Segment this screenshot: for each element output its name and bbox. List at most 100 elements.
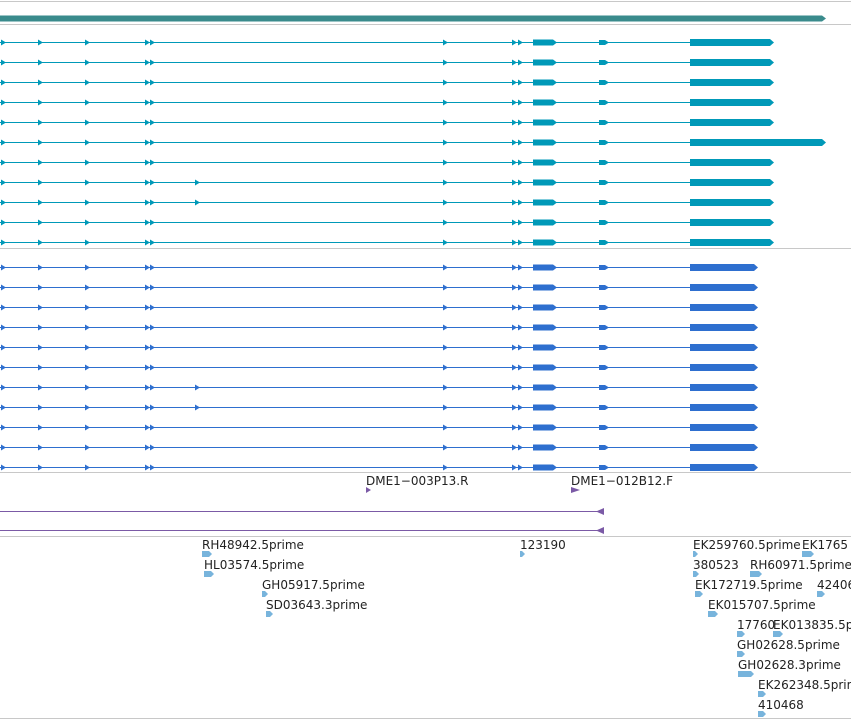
strand-arrow <box>150 264 155 271</box>
est-label-ek1765[interactable]: EK1765 <box>802 538 848 552</box>
est-label-17760[interactable]: 17760 <box>737 618 776 632</box>
exon-block <box>599 240 609 245</box>
strand-arrow <box>145 199 150 206</box>
primer-track <box>0 487 604 534</box>
est-label-ek015707[interactable]: EK015707.5prime <box>708 598 816 612</box>
exon-block <box>690 119 774 126</box>
strand-arrow <box>1 219 6 226</box>
est-label-gh05917[interactable]: GH05917.5prime <box>262 578 365 592</box>
est-label-hl03574[interactable]: HL03574.5prime <box>204 558 305 572</box>
exon-block <box>533 159 557 166</box>
est-marker <box>204 571 214 577</box>
strand-arrow <box>443 384 448 391</box>
strand-arrow <box>1 384 6 391</box>
strand-arrow <box>512 464 517 471</box>
primer-label-dme1-003p13-r[interactable]: DME1−003P13.R <box>366 474 469 488</box>
est-marker <box>737 651 745 657</box>
est-label-ek262348[interactable]: EK262348.5prime <box>758 678 851 692</box>
strand-arrow <box>145 404 150 411</box>
strand-arrow <box>1 444 6 451</box>
est-label-380523[interactable]: 380523 <box>693 558 739 572</box>
strand-arrow <box>85 179 90 186</box>
est-track <box>202 551 825 717</box>
strand-arrow <box>518 464 523 471</box>
exon-block <box>533 444 557 451</box>
strand-arrow <box>145 444 150 451</box>
est-label-gh02628-5[interactable]: GH02628.5prime <box>737 638 840 652</box>
exon-block <box>599 100 609 105</box>
exon-block <box>690 39 774 46</box>
strand-arrow <box>145 264 150 271</box>
est-marker <box>758 711 766 717</box>
strand-arrow <box>145 39 150 46</box>
strand-arrow <box>443 159 448 166</box>
strand-arrow <box>38 464 43 471</box>
strand-arrow <box>150 364 155 371</box>
est-label-rh48942[interactable]: RH48942.5prime <box>202 538 304 552</box>
strand-arrow <box>145 424 150 431</box>
strand-arrow <box>38 219 43 226</box>
exon-block <box>533 239 557 246</box>
primer-label-dme1-012b12-f[interactable]: DME1−012B12.F <box>571 474 673 488</box>
est-label-42406[interactable]: 42406 <box>817 578 851 592</box>
exon-block <box>533 324 557 331</box>
exon-block <box>690 199 774 206</box>
strand-arrow <box>145 179 150 186</box>
strand-arrow <box>85 59 90 66</box>
strand-arrow <box>1 344 6 351</box>
strand-arrow <box>518 324 523 331</box>
est-label-123190[interactable]: 123190 <box>520 538 566 552</box>
strand-arrow <box>518 99 523 106</box>
exon-block <box>599 285 609 290</box>
strand-arrow <box>512 219 517 226</box>
strand-arrow <box>85 384 90 391</box>
exon-block <box>599 345 609 350</box>
strand-arrow <box>150 159 155 166</box>
est-label-gh02628-3[interactable]: GH02628.3prime <box>738 658 841 672</box>
strand-arrow <box>518 159 523 166</box>
strand-arrow <box>150 219 155 226</box>
gene-track[interactable] <box>0 15 826 22</box>
exon-block <box>533 99 557 106</box>
strand-arrow <box>1 179 6 186</box>
primer-marker <box>596 527 604 534</box>
strand-arrow <box>443 219 448 226</box>
strand-arrow <box>1 304 6 311</box>
exon-block <box>690 424 758 431</box>
strand-arrow <box>443 264 448 271</box>
strand-arrow <box>38 139 43 146</box>
est-label-ek172719[interactable]: EK172719.5prime <box>695 578 803 592</box>
est-label-ek013835[interactable]: EK013835.5p <box>773 618 851 632</box>
strand-arrow <box>1 324 6 331</box>
est-marker <box>695 591 703 597</box>
est-label-rh60971[interactable]: RH60971.5prime <box>750 558 851 572</box>
strand-arrow <box>1 424 6 431</box>
strand-arrow <box>150 59 155 66</box>
strand-arrow <box>150 284 155 291</box>
est-label-sd03643[interactable]: SD03643.3prime <box>266 598 368 612</box>
exon-block <box>599 325 609 330</box>
exon-block <box>599 445 609 450</box>
strand-arrow <box>443 364 448 371</box>
strand-arrow <box>150 39 155 46</box>
primer-marker <box>596 508 604 515</box>
strand-arrow <box>512 324 517 331</box>
strand-arrow <box>512 404 517 411</box>
strand-arrow <box>1 39 6 46</box>
strand-arrow <box>443 99 448 106</box>
strand-arrow <box>38 284 43 291</box>
strand-arrow <box>1 239 6 246</box>
strand-arrow <box>443 284 448 291</box>
strand-arrow <box>195 179 200 186</box>
strand-arrow <box>195 199 200 206</box>
strand-arrow <box>150 384 155 391</box>
exon-block <box>533 344 557 351</box>
est-label-410468[interactable]: 410468 <box>758 698 804 712</box>
strand-arrow <box>1 199 6 206</box>
strand-arrow <box>443 139 448 146</box>
gene-bar <box>0 15 826 22</box>
est-label-ek259760[interactable]: EK259760.5prime <box>693 538 801 552</box>
strand-arrow <box>145 159 150 166</box>
